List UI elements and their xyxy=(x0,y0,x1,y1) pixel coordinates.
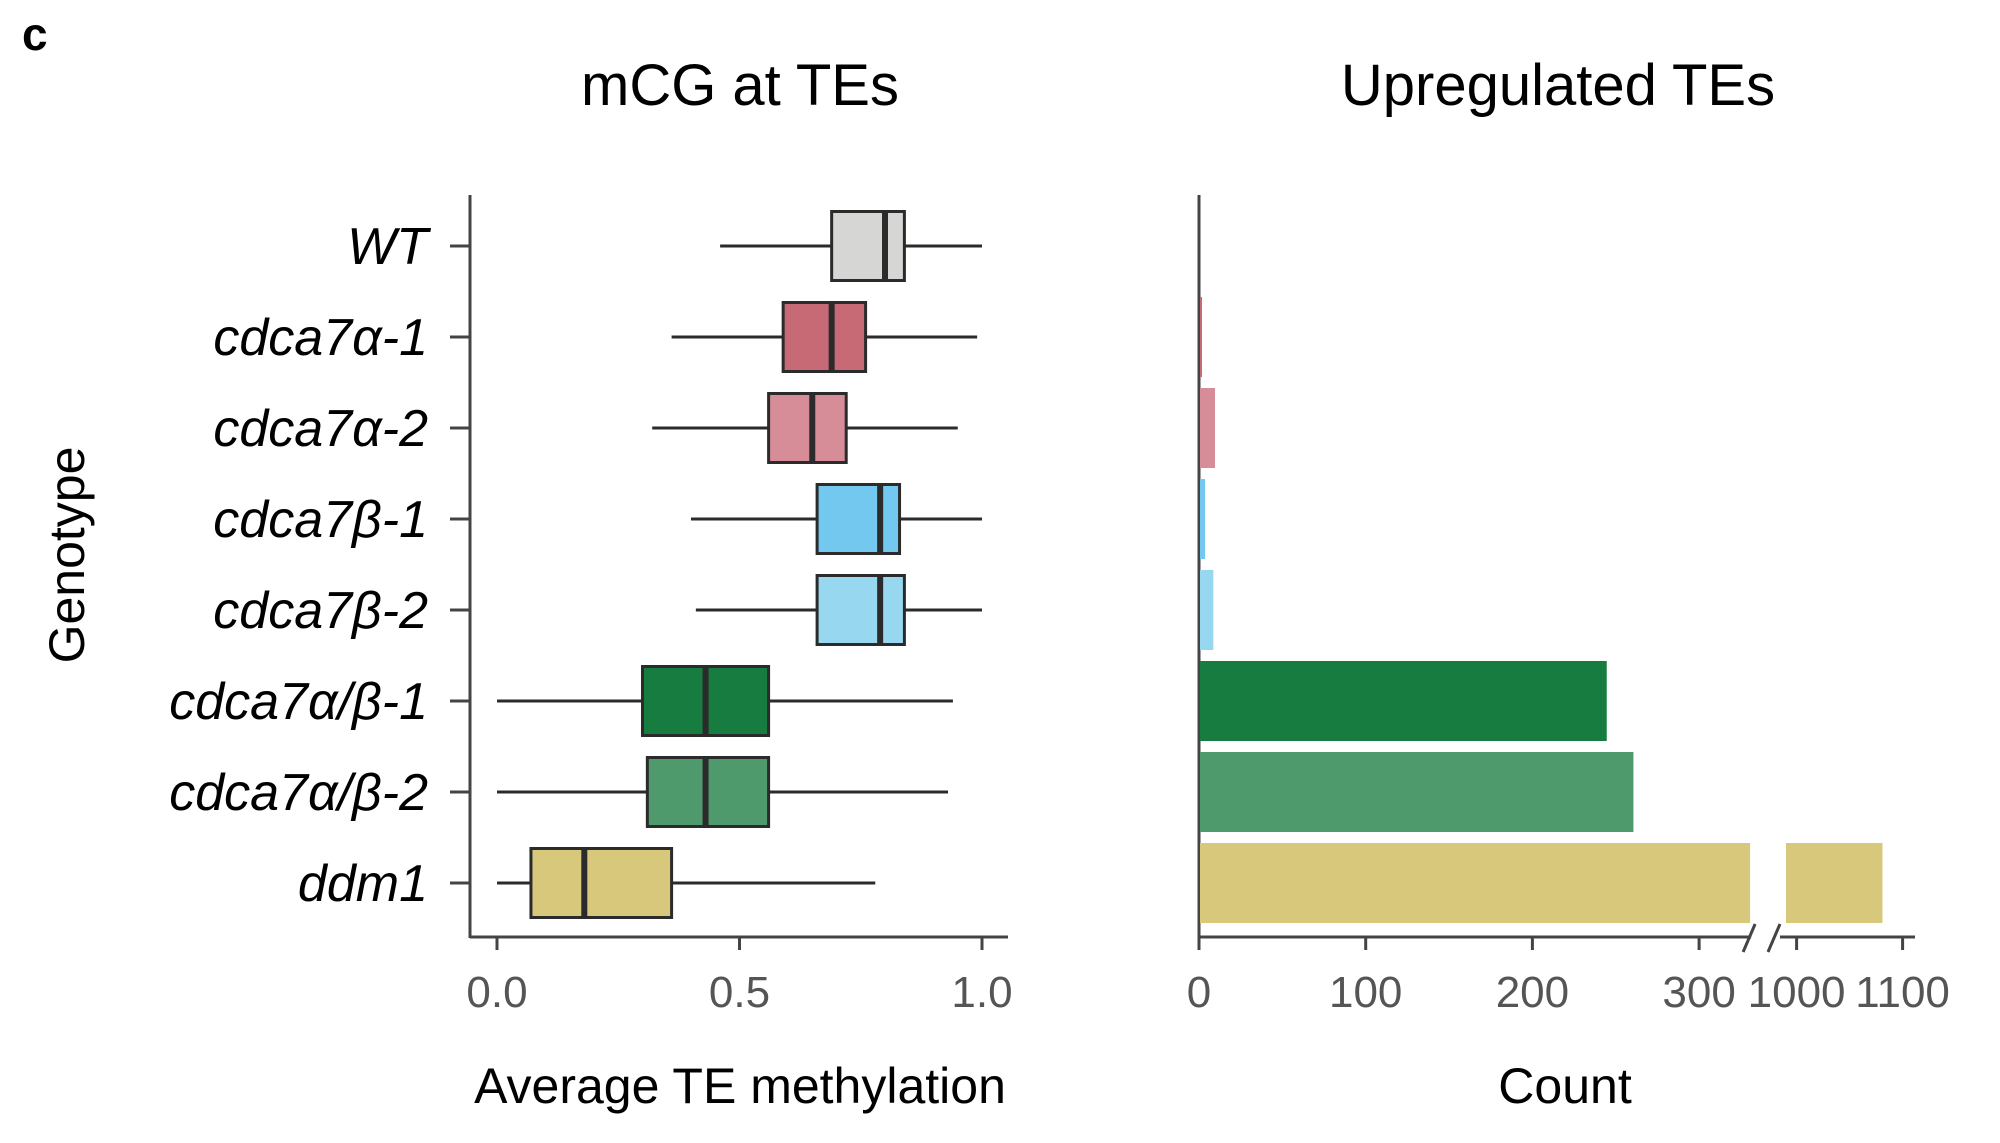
bar-chart-title: Upregulated TEs xyxy=(1341,53,1775,118)
box xyxy=(830,210,906,282)
x-tick-label: 1.0 xyxy=(951,968,1012,1017)
x-tick-label: 1000 xyxy=(1748,968,1846,1017)
box xyxy=(529,847,674,919)
axis-break-mark xyxy=(1741,923,1757,953)
x-tick-label: 100 xyxy=(1329,968,1402,1017)
bar-segment xyxy=(1786,843,1883,923)
bar-segment xyxy=(1200,843,1751,923)
x-tick-label: 1100 xyxy=(1855,968,1950,1017)
bar xyxy=(1200,297,1202,377)
box-chart-title: mCG at TEs xyxy=(581,53,899,118)
box xyxy=(815,574,906,646)
box xyxy=(767,392,848,464)
box-x-axis-label: Average TE methylation xyxy=(474,1058,1006,1114)
x-tick-label: 0.0 xyxy=(466,968,527,1017)
bar xyxy=(1200,661,1607,741)
genotype-label: cdca7α-1 xyxy=(213,309,428,367)
genotype-label: cdca7β-2 xyxy=(213,582,428,640)
genotype-label: cdca7α-2 xyxy=(213,400,428,458)
bar-plot: 0 100 200 300 1000 1100 xyxy=(1187,195,1950,1017)
genotype-label: cdca7β-1 xyxy=(213,491,428,549)
bar xyxy=(1200,388,1216,468)
genotype-label: WT xyxy=(347,218,431,276)
bar xyxy=(1200,479,1206,559)
box xyxy=(815,483,902,555)
bar-x-axis-label: Count xyxy=(1498,1058,1632,1114)
genotype-label: ddm1 xyxy=(298,855,428,913)
box-plot: 0.0 0.5 1.0 WT cdca7α-1 cdca7α-2 cdca7β-1 cdca7… xyxy=(169,195,1013,1017)
bar xyxy=(1200,570,1214,650)
x-tick-label: 200 xyxy=(1496,968,1569,1017)
x-tick-label: 0 xyxy=(1187,968,1211,1017)
y-axis-label: Genotype xyxy=(39,447,95,664)
bar xyxy=(1200,752,1634,832)
genotype-label: cdca7α/β-1 xyxy=(169,673,428,731)
axis-break-mark xyxy=(1766,923,1782,953)
genotype-label: cdca7α/β-2 xyxy=(169,764,428,822)
x-tick-label: 0.5 xyxy=(709,968,770,1017)
box xyxy=(781,301,868,373)
x-tick-label: 300 xyxy=(1662,968,1735,1017)
panel-label: c xyxy=(22,8,48,60)
